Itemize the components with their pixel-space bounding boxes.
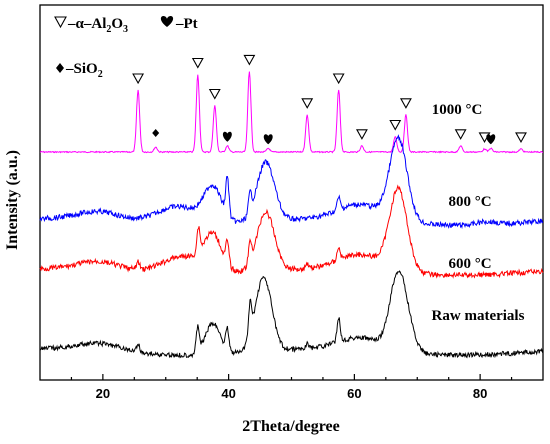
alpha-al2o3-marker-icon xyxy=(243,54,256,66)
legend-pt-label: –Pt xyxy=(175,16,198,32)
y-axis-title: Intensity (a.u.) xyxy=(4,150,21,250)
alpha-al2o3-marker-icon xyxy=(355,129,368,140)
alpha-al2o3-marker-icon xyxy=(301,98,314,109)
x-tick-label: 40 xyxy=(221,386,235,401)
legend-alpha-al2o3-label: –α–Al2O3 xyxy=(67,16,128,35)
legend: –α–Al2O3 –Pt –SiO2 xyxy=(54,16,198,80)
tick-layer: 20 40 60 80 xyxy=(70,374,513,401)
alpha-al2o3-marker-icon xyxy=(399,98,412,109)
series-line-800-c xyxy=(39,134,544,230)
pt-marker-icon xyxy=(222,131,232,142)
alpha-al2o3-marker-icon xyxy=(332,73,345,85)
series-layer xyxy=(39,71,544,359)
pt-marker-icon xyxy=(486,134,496,145)
legend-alpha-al2o3-triangle-icon xyxy=(54,16,67,29)
series-line-600-c xyxy=(39,184,544,279)
label-600c: 600 °C xyxy=(448,256,491,272)
legend-pt-heart-icon xyxy=(160,16,174,27)
label-1000c: 1000 °C xyxy=(432,102,483,118)
x-tick-label: 80 xyxy=(473,386,487,401)
alpha-al2o3-marker-icon xyxy=(454,129,467,140)
legend-sio2-label: –SiO2 xyxy=(65,61,103,80)
marker-layer xyxy=(132,54,527,145)
label-800c: 800 °C xyxy=(448,194,491,210)
x-tick-label: 20 xyxy=(96,386,110,401)
alpha-al2o3-marker-icon xyxy=(515,132,527,144)
label-raw-materials: Raw materials xyxy=(432,308,525,324)
x-tick-label: 60 xyxy=(347,386,361,401)
legend-sio2-diamond-icon xyxy=(56,63,64,73)
alpha-al2o3-marker-icon xyxy=(191,57,204,69)
alpha-al2o3-marker-icon xyxy=(389,119,402,131)
x-axis-title: 2Theta/degree xyxy=(242,418,339,435)
alpha-al2o3-marker-icon xyxy=(132,73,145,85)
sio2-marker-icon xyxy=(152,129,160,138)
series-line-1000-c xyxy=(39,71,544,154)
series-line-raw-materials xyxy=(39,270,544,359)
alpha-al2o3-marker-icon xyxy=(208,88,221,100)
pt-marker-icon xyxy=(263,134,273,145)
